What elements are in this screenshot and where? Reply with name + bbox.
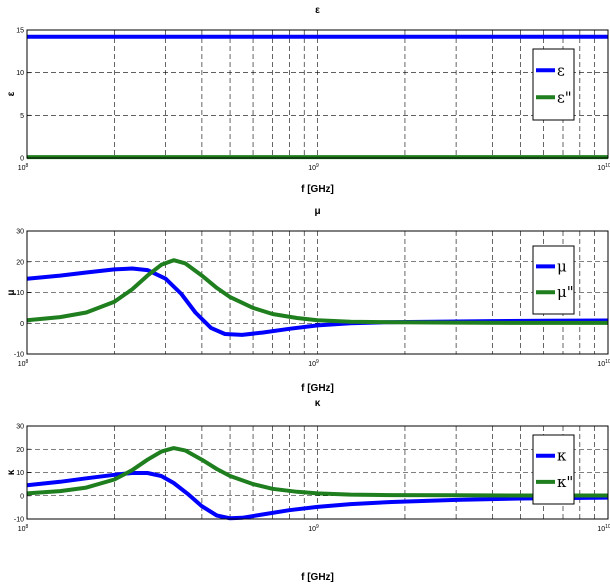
plot-frame [26,29,609,159]
legend-label-1: κ [557,447,567,465]
chart-title: μ [314,206,320,217]
legend-box [532,48,575,121]
chart-panel-3: -10 0 10 20 30 108 109 1010 κ f [GHz] κ κ κ" [6,398,610,583]
legend-box [532,434,575,505]
legend-label-2: μ" [557,283,574,301]
series-line-2 [26,446,608,498]
legend: κ κ" [532,434,575,505]
y-tick-label: 30 [16,229,24,236]
y-tick-label: 20 [16,447,24,454]
legend: ε ε" [532,48,575,121]
x-axis-label: f [GHz] [301,572,334,583]
y-tick-label: 30 [16,424,24,431]
x-tick-label: 108 [18,163,29,172]
y-tick-label: 5 [20,113,24,120]
y-tick-label: 10 [16,290,24,297]
x-tick-label: 1010 [597,524,610,533]
x-tick-label: 1010 [597,359,610,368]
chart-panel-2: -10 0 10 20 30 108 109 1010 μ f [GHz] μ μ μ" [6,206,610,394]
y-tick-label: 0 [20,156,24,163]
legend-label-1: μ [557,257,567,275]
x-tick-label: 1010 [597,163,610,172]
y-axis-label: ε [6,91,17,96]
grid [27,30,608,158]
series-line-2 [26,258,608,325]
legend-box [532,245,575,315]
chart-panel-1: 0 5 10 15 108 109 1010 ε f [GHz] ε ε ε" [6,5,610,195]
y-tick-label: 10 [16,70,24,77]
x-tick-label: 109 [308,359,319,368]
y-tick-label: -10 [14,517,24,524]
chart-title: ε [315,5,320,16]
y-tick-label: 10 [16,470,24,477]
y-axis-label: κ [6,469,17,475]
chart-title: κ [315,398,321,409]
x-tick-label: 109 [308,524,319,533]
y-tick-label: 0 [20,321,24,328]
y-tick-label: 0 [20,493,24,500]
x-tick-label: 109 [308,163,319,172]
x-tick-label: 108 [18,359,29,368]
legend: μ μ" [532,245,575,315]
x-tick-label: 108 [18,524,29,533]
legend-label-2: κ" [557,473,573,491]
x-axis-label: f [GHz] [301,184,334,195]
y-tick-label: -10 [14,352,24,359]
y-tick-label: 20 [16,259,24,266]
grid [27,231,608,354]
y-tick-label: 15 [16,28,24,35]
y-axis-label: μ [6,289,17,295]
x-axis-label: f [GHz] [301,383,334,394]
legend-label-1: ε [557,61,565,79]
legend-label-2: ε" [557,88,572,106]
